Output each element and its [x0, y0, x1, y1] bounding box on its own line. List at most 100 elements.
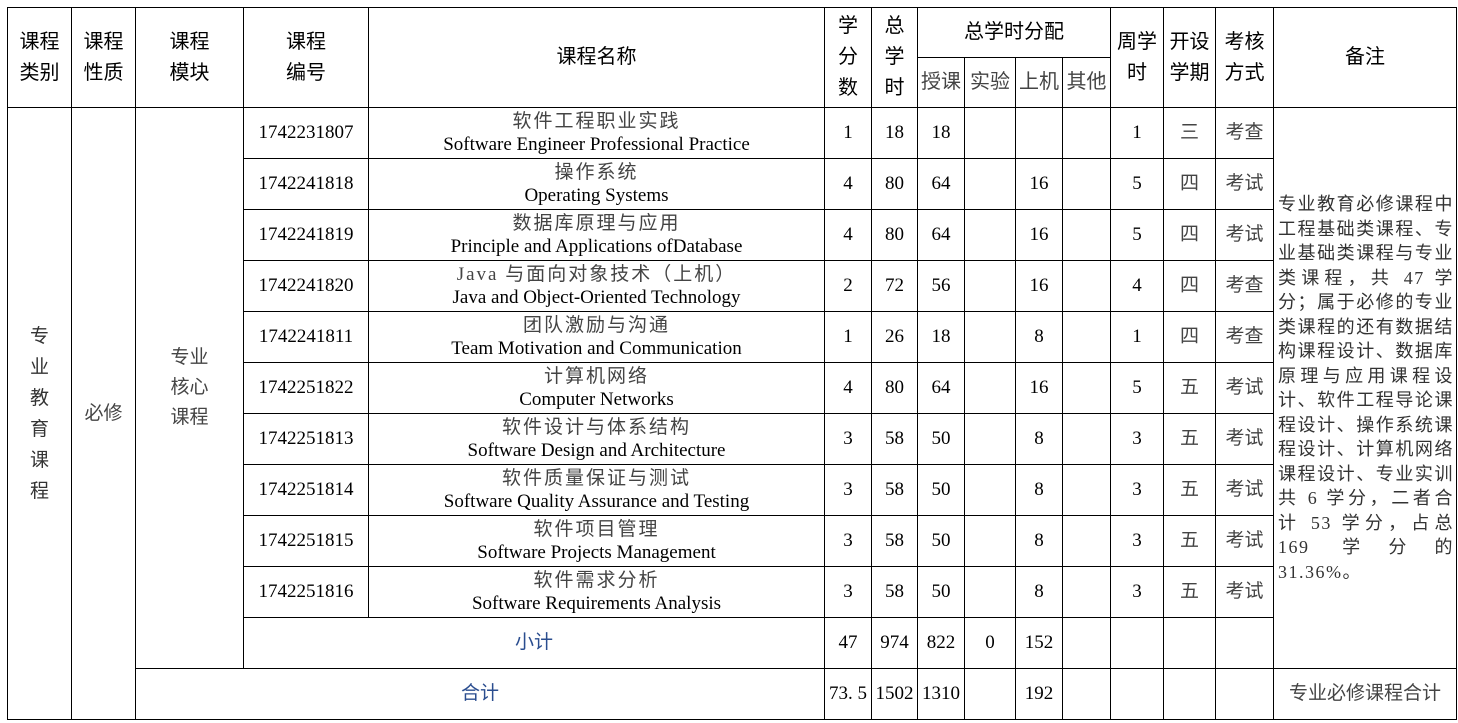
- credits: 4: [824, 158, 872, 210]
- assessment: 考试: [1215, 515, 1274, 567]
- semester: 五: [1163, 362, 1216, 414]
- total-experiment: [964, 668, 1016, 720]
- total-credits: 73. 5: [824, 668, 872, 720]
- weekly-hours: 1: [1110, 311, 1164, 363]
- total-hours: 1502: [871, 668, 918, 720]
- subtotal-weekly: [1110, 617, 1164, 669]
- header-lecture: 授课: [917, 57, 965, 108]
- course-name: 操作系统 Operating Systems: [368, 158, 825, 210]
- course-name-cn: 软件工程职业实践: [512, 111, 681, 132]
- weekly-hours: 5: [1110, 362, 1164, 414]
- assessment: 考试: [1215, 566, 1274, 618]
- weekly-hours: 3: [1110, 566, 1164, 618]
- course-name: 软件工程职业实践 Software Engineer Professional P…: [368, 107, 825, 159]
- table-row: 1742251816 软件需求分析 Software Requirements An…: [8, 566, 1457, 618]
- computer-hours: 8: [1015, 311, 1063, 363]
- subtotal-total-hours: 974: [871, 617, 918, 669]
- assessment: 考查: [1215, 107, 1274, 159]
- other-hours: [1062, 209, 1111, 261]
- course-name-en: Computer Networks: [519, 389, 674, 410]
- header-experiment: 实验: [964, 57, 1016, 108]
- other-hours: [1062, 260, 1111, 312]
- total-row: 合计 73. 5 1502 1310 192 专业必修课程合计: [8, 668, 1457, 720]
- table-row: 1742251822 计算机网络 Computer Networks 4 80 64 16 5…: [8, 362, 1457, 414]
- other-hours: [1062, 566, 1111, 618]
- total-hours: 26: [871, 311, 918, 363]
- header-other: 其他: [1062, 57, 1111, 108]
- header-hours-distribution: 总学时分配: [917, 7, 1111, 58]
- course-code: 1742241818: [243, 158, 369, 210]
- assessment: 考试: [1215, 464, 1274, 516]
- header-code: 课程编号: [243, 7, 369, 108]
- course-name-cn: 软件需求分析: [533, 570, 660, 591]
- table-row: 1742241818 操作系统 Operating Systems 4 80 64 16 5 四…: [8, 158, 1457, 210]
- course-name: 软件需求分析 Software Requirements Analysis: [368, 566, 825, 618]
- semester: 五: [1163, 566, 1216, 618]
- total-hours: 58: [871, 413, 918, 465]
- weekly-hours: 4: [1110, 260, 1164, 312]
- computer-hours: 8: [1015, 515, 1063, 567]
- header-assessment: 考核方式: [1215, 7, 1274, 108]
- subtotal-other: [1062, 617, 1111, 669]
- course-code: 1742251815: [243, 515, 369, 567]
- computer-hours: 16: [1015, 260, 1063, 312]
- total-hours: 58: [871, 515, 918, 567]
- course-name-cn: Java 与面向对象技术（上机）: [456, 264, 737, 285]
- course-name: 团队激励与沟通 Team Motivation and Communication: [368, 311, 825, 363]
- semester: 四: [1163, 209, 1216, 261]
- weekly-hours: 5: [1110, 158, 1164, 210]
- computer-hours: 16: [1015, 158, 1063, 210]
- total-computer: 192: [1015, 668, 1063, 720]
- weekly-hours: 3: [1110, 413, 1164, 465]
- credits: 3: [824, 515, 872, 567]
- header-category: 课程类别: [7, 7, 72, 108]
- header-semester: 开设学期: [1163, 7, 1216, 108]
- course-name-en: Operating Systems: [524, 185, 669, 206]
- course-code: 1742251816: [243, 566, 369, 618]
- course-name-cn: 操作系统: [554, 162, 639, 183]
- subtotal-row: 小计 47 974 822 0 152: [8, 617, 1457, 669]
- course-code: 1742251813: [243, 413, 369, 465]
- course-name-en: Software Engineer Professional Practice: [443, 134, 750, 155]
- lecture-hours: 64: [917, 362, 965, 414]
- assessment: 考试: [1215, 362, 1274, 414]
- credits: 3: [824, 464, 872, 516]
- header-name: 课程名称: [368, 7, 825, 108]
- course-name-en: Software Projects Management: [477, 542, 716, 563]
- subtotal-lecture: 822: [917, 617, 965, 669]
- course-name: 软件设计与体系结构 Software Design and Architectur…: [368, 413, 825, 465]
- course-code: 1742251822: [243, 362, 369, 414]
- semester: 五: [1163, 464, 1216, 516]
- subtotal-credits: 47: [824, 617, 872, 669]
- course-name-en: Java and Object-Oriented Technology: [452, 287, 741, 308]
- header-credits: 学分数: [824, 7, 872, 108]
- notes: 专业教育必修课程中工程基础类课程、专业基础类课程与专业类课程，共 47 学分；属…: [1273, 107, 1457, 669]
- course-code: 1742241820: [243, 260, 369, 312]
- credits: 3: [824, 413, 872, 465]
- lecture-hours: 50: [917, 515, 965, 567]
- credits: 4: [824, 362, 872, 414]
- total-semester: [1163, 668, 1216, 720]
- experiment-hours: [964, 566, 1016, 618]
- assessment: 考试: [1215, 158, 1274, 210]
- weekly-hours: 3: [1110, 515, 1164, 567]
- total-hours: 58: [871, 464, 918, 516]
- other-hours: [1062, 464, 1111, 516]
- course-name-en: Software Requirements Analysis: [471, 593, 722, 614]
- total-hours: 72: [871, 260, 918, 312]
- semester: 五: [1163, 413, 1216, 465]
- subtotal-semester: [1163, 617, 1216, 669]
- credits: 2: [824, 260, 872, 312]
- total-hours: 18: [871, 107, 918, 159]
- total-hours: 80: [871, 158, 918, 210]
- other-hours: [1062, 362, 1111, 414]
- assessment: 考试: [1215, 413, 1274, 465]
- table-row: 1742241819 数据库原理与应用 Principle and Applicat…: [8, 209, 1457, 261]
- course-name-cn: 团队激励与沟通: [522, 315, 670, 336]
- header-module: 课程模块: [135, 7, 244, 108]
- weekly-hours: 1: [1110, 107, 1164, 159]
- semester: 四: [1163, 260, 1216, 312]
- lecture-hours: 64: [917, 209, 965, 261]
- course-code: 1742241811: [243, 311, 369, 363]
- credits: 3: [824, 566, 872, 618]
